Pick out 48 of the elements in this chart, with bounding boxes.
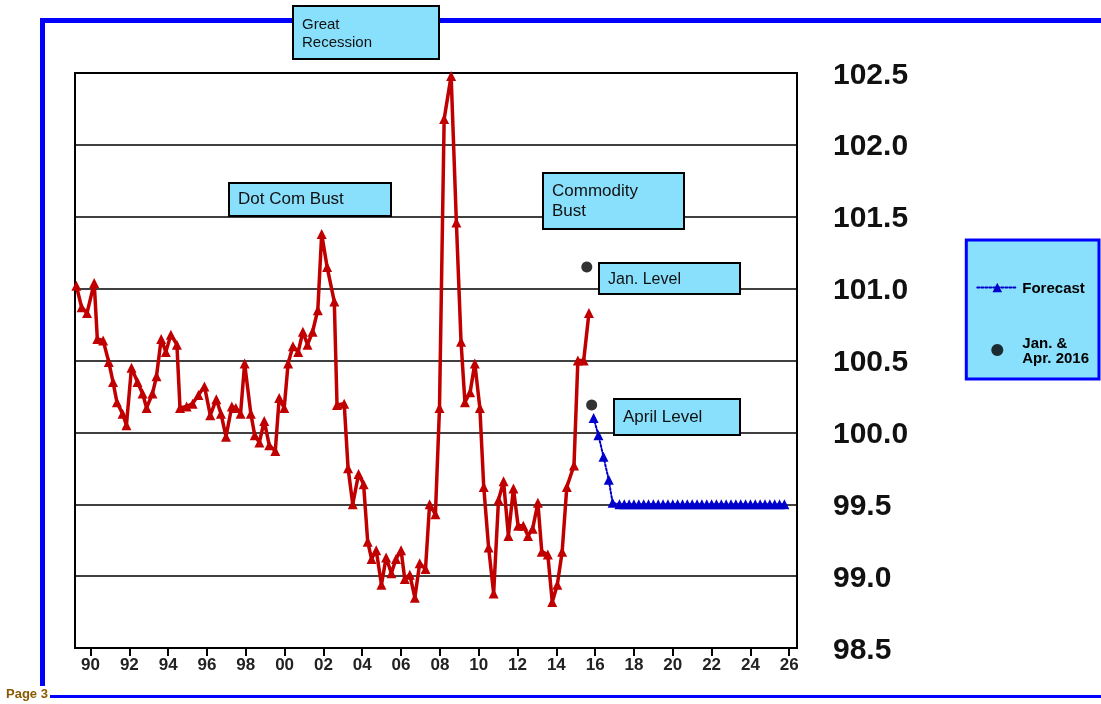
annotation: Jan. Level	[608, 268, 681, 289]
annotation: Dot Com Bust	[238, 189, 344, 210]
point	[586, 399, 598, 411]
x-tick-label: 12	[508, 655, 527, 674]
point	[603, 474, 614, 485]
legend-label: Jan. & Apr. 2016	[1022, 334, 1090, 366]
legend-label: Forecast	[1022, 279, 1085, 296]
x-tick-label: 94	[158, 655, 179, 674]
y-tick-label: 100.0	[833, 415, 909, 449]
x-tick-label: 06	[391, 655, 411, 674]
annotation: April Level	[623, 406, 703, 428]
x-tick-label: 96	[197, 655, 217, 674]
x-tick-label: 90	[81, 655, 100, 674]
x-tick-label: 18	[624, 655, 644, 674]
x-tick-label: 14	[546, 655, 567, 674]
callout-box: Dot Com Bust	[228, 182, 392, 217]
x-tick-label: 98	[236, 655, 256, 674]
y-tick-label: 102.5	[833, 56, 909, 90]
x-tick-label: 04	[352, 655, 373, 674]
x-tick-label: 08	[430, 655, 450, 674]
y-tick-label: 102.0	[833, 128, 909, 162]
y-tick-label: 99.0	[833, 559, 892, 593]
callout-box: Commodity Bust	[542, 172, 685, 230]
y-tick-label: 101.0	[833, 272, 909, 306]
point	[607, 497, 618, 508]
x-tick-label: 92	[119, 655, 139, 674]
y-tick-label: 98.5	[833, 631, 892, 665]
x-tick-label: 00	[275, 655, 295, 674]
point	[779, 499, 790, 510]
x-tick-label: 20	[663, 655, 683, 674]
annotation: Commodity Bust	[552, 180, 639, 222]
point	[588, 413, 599, 423]
x-tick-label: 24	[740, 655, 761, 674]
x-tick-label: 10	[469, 655, 489, 674]
x-tick-label: 26	[779, 655, 799, 674]
x-tick-label: 22	[702, 655, 722, 674]
x-tick-label: 16	[585, 655, 605, 674]
callout-box: April Level	[613, 398, 741, 436]
y-tick-label: 101.5	[833, 200, 909, 234]
y-tick-label: 100.5	[833, 344, 909, 377]
callout-box: Jan. Level	[598, 262, 741, 295]
text: Page 3	[4, 686, 50, 701]
x-tick-label: 02	[313, 655, 333, 674]
point	[598, 451, 609, 462]
y-tick-label: 99.5	[833, 487, 892, 521]
point	[581, 261, 593, 273]
point	[593, 430, 604, 441]
callout-box: Great Recession	[292, 5, 440, 60]
